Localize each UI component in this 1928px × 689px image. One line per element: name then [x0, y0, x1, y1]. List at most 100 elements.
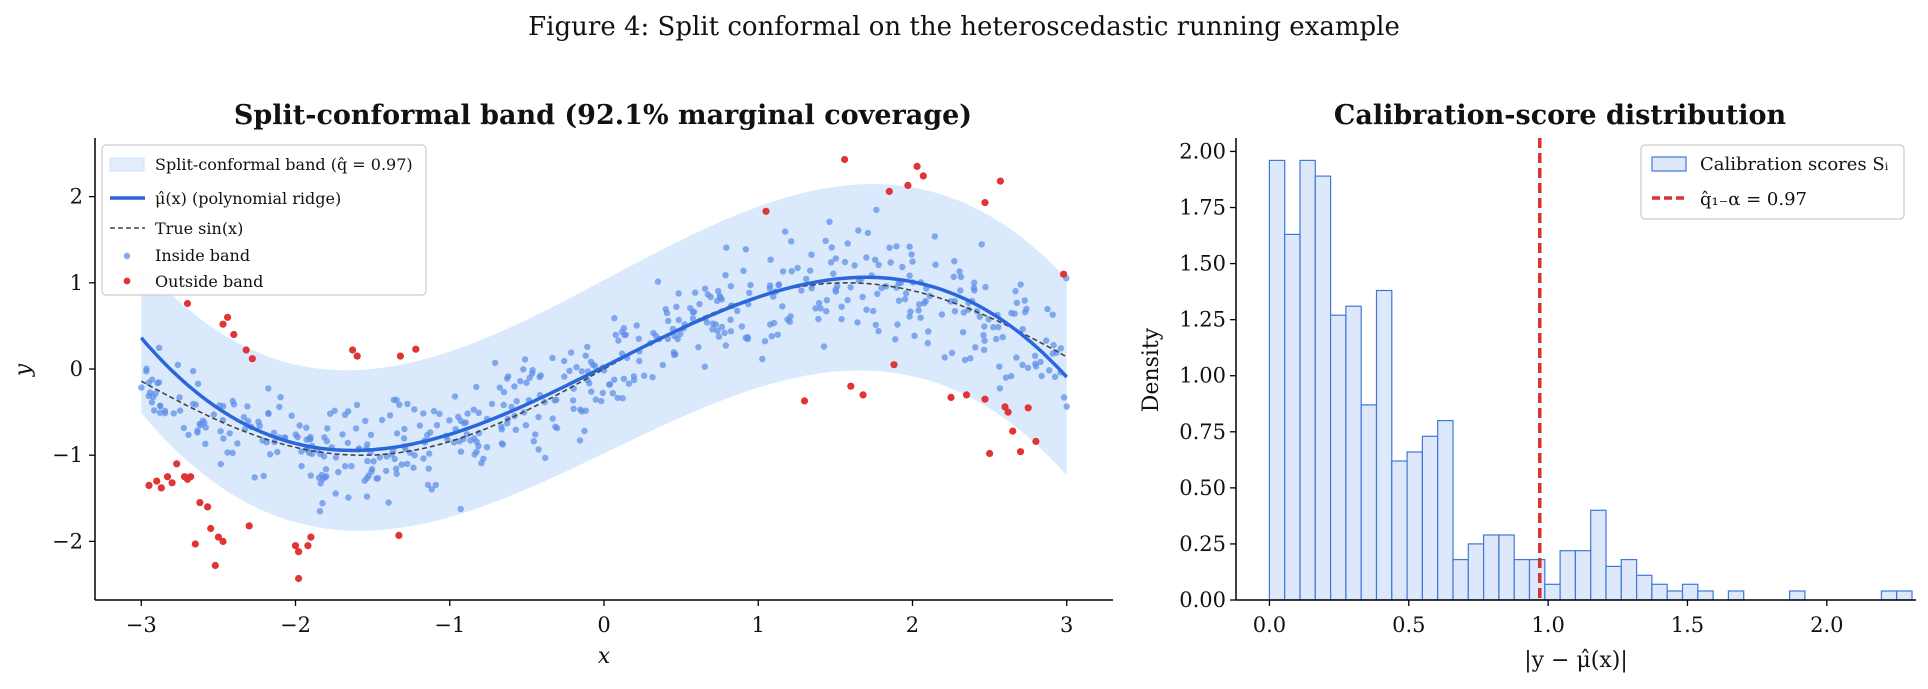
y-tick-label: 1.25: [1179, 308, 1226, 332]
inside-point: [832, 288, 840, 295]
inside-point: [150, 407, 158, 414]
inside-point: [392, 465, 400, 472]
inside-point: [959, 329, 967, 336]
inside-point: [689, 315, 697, 322]
outside-point: [191, 540, 199, 548]
inside-point: [738, 323, 746, 330]
inside-point: [870, 307, 877, 315]
inside-point: [696, 300, 703, 308]
inside-point: [362, 417, 369, 425]
inside-point: [255, 418, 262, 425]
inside-point: [385, 499, 392, 506]
inside-point: [202, 440, 209, 447]
inside-point: [709, 326, 716, 333]
outside-point: [904, 181, 912, 189]
inside-point: [907, 308, 914, 315]
band-chart-legend: Split-conformal band (q̂ = 0.97) μ̂(x) (…: [101, 144, 427, 296]
inside-point: [851, 262, 858, 269]
inside-point: [145, 392, 152, 400]
inside-point: [430, 408, 438, 415]
conformal-band: [141, 184, 1067, 531]
inside-point: [650, 329, 657, 337]
inside-point: [961, 356, 969, 364]
inside-point: [352, 425, 360, 432]
inside-point: [517, 378, 524, 385]
inside-point: [446, 417, 453, 424]
x-tick-label: 1: [752, 613, 765, 637]
inside-point: [1051, 373, 1059, 380]
inside-point: [230, 401, 238, 408]
histogram-bar: [1498, 534, 1515, 601]
inside-point: [294, 433, 301, 441]
inside-point: [830, 270, 837, 277]
outside-points: [145, 155, 1068, 583]
inside-point: [420, 410, 427, 417]
inside-point: [863, 306, 870, 313]
histogram-bar: [1651, 583, 1668, 601]
inside-point: [265, 385, 272, 392]
inside-point: [932, 261, 939, 268]
inside-point: [161, 407, 169, 415]
histogram-bar: [1391, 460, 1408, 601]
inside-point: [766, 282, 774, 289]
inside-point: [240, 414, 248, 421]
histogram-bar: [1635, 574, 1653, 601]
inside-point: [838, 303, 845, 310]
inside-point: [901, 296, 909, 303]
x-tick-label: −3: [126, 613, 157, 637]
histogram-bar: [1896, 590, 1913, 601]
y-tick-label: 0.25: [1179, 532, 1226, 556]
outside-point: [157, 484, 165, 492]
outside-point: [145, 481, 153, 489]
inside-point: [759, 355, 766, 363]
inside-point: [391, 455, 398, 463]
x-tick-label: 0.0: [1253, 613, 1286, 637]
outside-point: [847, 382, 855, 390]
inside-points: [138, 206, 1070, 515]
inside-point: [455, 413, 462, 421]
outside-point: [163, 473, 172, 481]
histogram-bar: [1360, 404, 1378, 601]
inside-point: [817, 305, 824, 312]
histogram-bar: [1314, 175, 1332, 601]
x-tick-label: −2: [280, 613, 311, 637]
inside-point: [220, 403, 227, 410]
inside-point: [1031, 352, 1039, 359]
outside-point: [396, 352, 404, 360]
inside-point: [950, 273, 957, 280]
x-tick-label: 0: [597, 613, 610, 637]
inside-point: [1019, 361, 1026, 368]
inside-point: [319, 500, 326, 507]
inside-point: [727, 283, 735, 290]
inside-point: [893, 243, 900, 250]
inside-point: [611, 376, 618, 383]
inside-point: [513, 398, 520, 405]
inside-point: [747, 281, 754, 289]
outside-point: [196, 499, 204, 507]
inside-point: [532, 431, 539, 438]
inside-point: [742, 246, 750, 253]
inside-point: [523, 379, 530, 386]
score-histogram-chart: Calibration-score distribution 0.0 0.5 1.0…: [1139, 100, 1916, 673]
inside-point: [654, 278, 662, 285]
inside-point: [716, 292, 723, 300]
inside-point: [500, 401, 507, 409]
inside-point: [956, 268, 963, 275]
inside-point: [826, 218, 833, 225]
outside-point: [207, 524, 215, 533]
inside-point: [909, 258, 916, 265]
inside-point: [192, 401, 199, 408]
inside-point: [332, 490, 339, 497]
inside-point: [599, 389, 606, 397]
inside-point: [542, 454, 549, 462]
inside-point: [887, 259, 894, 266]
inside-point: [722, 342, 730, 349]
inside-point: [368, 468, 375, 475]
histogram-legend: Calibration scores Sᵢ q̂₁₋α = 0.97: [1640, 144, 1905, 220]
inside-point: [606, 381, 614, 388]
inside-point: [210, 411, 217, 418]
band-chart-y-label: y: [11, 363, 36, 377]
inside-point: [782, 228, 789, 235]
inside-point: [170, 410, 177, 417]
